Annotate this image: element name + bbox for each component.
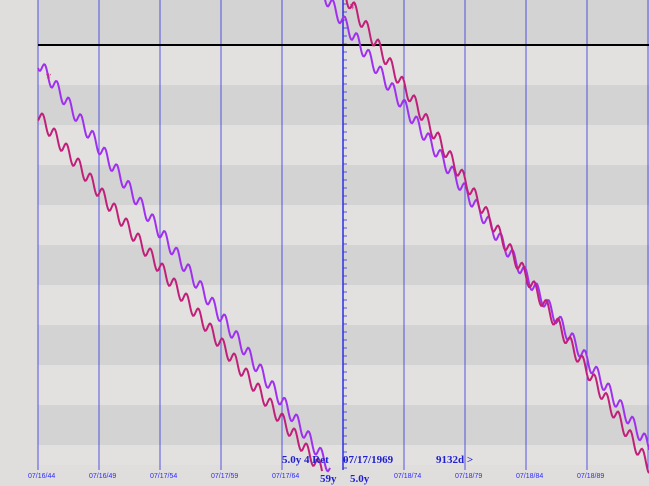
x-tick-label: 07/16/44	[28, 473, 55, 480]
planet-curve	[37, 112, 323, 472]
x-tick-label: 07/17/54	[150, 473, 177, 480]
x-tick-label: 07/16/49	[89, 473, 116, 480]
planet-curve	[324, 0, 649, 451]
curves	[37, 0, 649, 474]
x-tick-label: 07/18/79	[455, 473, 482, 480]
x-tick-label: 07/18/84	[516, 473, 543, 480]
x-tick-label: 07/17/64	[272, 473, 299, 480]
days-label: 9132d >	[436, 454, 473, 466]
band	[38, 465, 649, 486]
planet-curve	[37, 63, 331, 473]
x-tick-label: 07/18/89	[577, 473, 604, 480]
planet-glyph: ♆	[348, 0, 357, 13]
age-label: 59y	[320, 473, 337, 485]
center-date: 07/17/1969	[343, 454, 394, 466]
x-tick-label: 07/17/59	[211, 473, 238, 480]
step-label: 5.0y	[350, 473, 370, 485]
span-label: 5.0y 4 Ret	[282, 454, 329, 466]
planet-curve	[345, 0, 649, 474]
x-tick-label: 07/18/74	[394, 473, 421, 480]
planet-glyph: ♆	[44, 69, 53, 83]
